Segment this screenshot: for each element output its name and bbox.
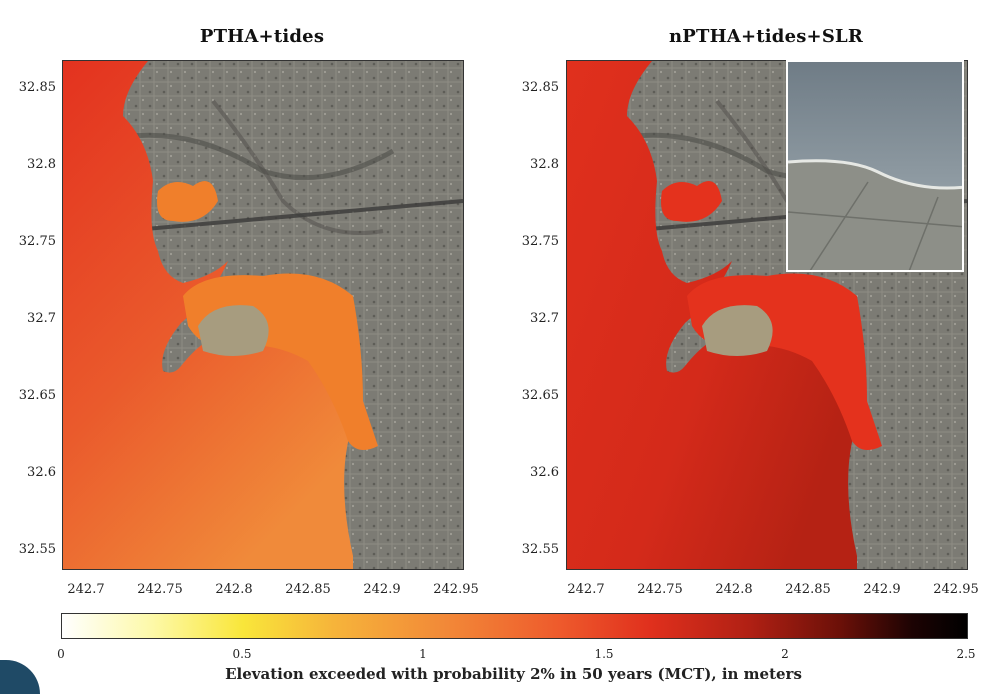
- colorbar-tick-label: 2.5: [956, 647, 976, 661]
- y-tick-label: 32.65: [18, 388, 56, 403]
- x-tick-label: 242.85: [285, 582, 331, 597]
- x-tick-label: 242.8: [215, 582, 253, 597]
- y-tick-label: 32.6: [27, 465, 56, 480]
- panel-title-left: PTHA+tides: [199, 26, 325, 47]
- x-tick-label: 242.7: [67, 582, 105, 597]
- x-tick-label: 242.8: [715, 582, 753, 597]
- colorbar-tick-label: 1.5: [594, 647, 614, 661]
- colorbar-tick-label: 0: [57, 647, 65, 661]
- x-tick-label: 242.75: [637, 582, 683, 597]
- y-tick-label: 32.85: [521, 80, 559, 95]
- panel-title-right: nPTHA+tides+SLR: [668, 26, 864, 47]
- inset-aerial-photo: [786, 60, 964, 272]
- y-tick-label: 32.8: [530, 157, 559, 172]
- colorbar-label: Elevation exceeded with probability 2% i…: [225, 665, 802, 683]
- colorbar: [61, 613, 968, 639]
- window-corner-shade: [0, 660, 40, 694]
- y-tick-label: 32.75: [521, 234, 559, 249]
- y-tick-label: 32.85: [18, 80, 56, 95]
- y-tick-label: 32.55: [521, 542, 559, 557]
- x-tick-label: 242.7: [567, 582, 605, 597]
- map-left: [62, 60, 464, 570]
- colorbar-tick-label: 1: [419, 647, 427, 661]
- x-tick-label: 242.9: [363, 582, 401, 597]
- y-tick-label: 32.6: [530, 465, 559, 480]
- y-tick-label: 32.55: [18, 542, 56, 557]
- y-tick-label: 32.75: [18, 234, 56, 249]
- x-tick-label: 242.95: [933, 582, 979, 597]
- colorbar-tick-label: 0.5: [232, 647, 252, 661]
- y-tick-label: 32.7: [27, 311, 56, 326]
- x-tick-label: 242.85: [785, 582, 831, 597]
- colorbar-tick-label: 2: [781, 647, 789, 661]
- x-tick-label: 242.75: [137, 582, 183, 597]
- y-tick-label: 32.65: [521, 388, 559, 403]
- y-tick-label: 32.8: [27, 157, 56, 172]
- x-tick-label: 242.95: [433, 582, 479, 597]
- x-tick-label: 242.9: [863, 582, 901, 597]
- y-tick-label: 32.7: [530, 311, 559, 326]
